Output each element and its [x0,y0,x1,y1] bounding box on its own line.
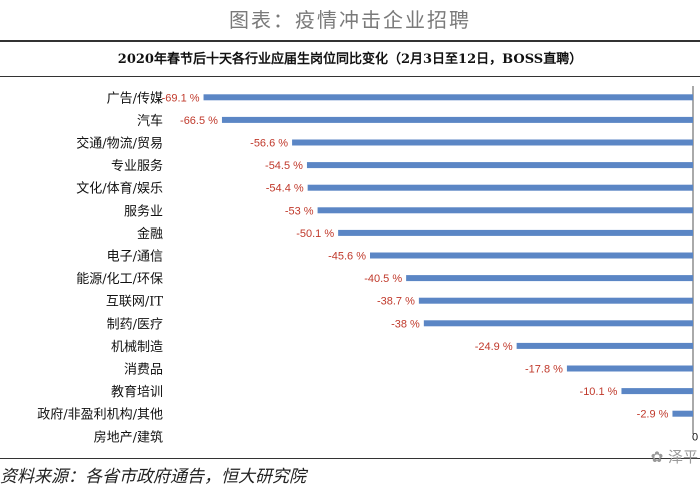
data-label: -56.6 % [250,138,288,150]
bar [418,297,693,304]
bar [306,162,693,169]
wechat-icon: ✿ [650,448,664,466]
bar [221,116,694,123]
bar [406,275,693,282]
bar [307,184,693,191]
bar [621,388,693,395]
bar [317,207,693,214]
bar [566,365,693,372]
bottom-divider [0,458,700,459]
data-label: -2.9 % [637,409,669,421]
bar [203,94,693,101]
data-label: -45.6 % [328,251,366,263]
category-label: 广告/传媒 [107,91,163,106]
watermark-text: 泽平 [667,448,698,466]
data-label: -38 % [391,318,420,330]
category-label: 制药/医疗 [107,317,163,332]
data-label: -66.5 % [180,115,218,127]
bar [338,229,693,236]
bar [423,320,693,327]
top-divider [0,40,700,42]
bar [516,342,693,349]
title-divider [0,76,700,77]
watermark: ✿ 泽平 [651,446,698,467]
category-label: 教育培训 [111,384,163,400]
category-label: 机械制造 [111,340,163,355]
category-label: 电子/通信 [107,250,163,265]
bar [370,252,693,259]
category-label: 专业服务 [111,158,163,174]
data-label: -17.8 % [525,364,563,376]
data-label: -53 % [285,205,314,217]
category-label: 金融 [137,226,163,242]
category-label: 汽车 [137,113,163,129]
bar [292,139,693,146]
category-label: 房地产/建筑 [94,429,163,445]
data-label: 0 [692,431,698,443]
data-label: -54.4 % [266,183,304,195]
category-label: 消费品 [124,363,163,378]
bar [672,410,693,417]
data-label: -54.5 % [265,160,303,172]
data-label: -50.1 % [296,228,334,240]
category-label: 文化/体育/娱乐 [76,181,163,197]
category-label: 政府/非盈利机构/其他 [37,408,163,423]
page-title: 图表：疫情冲击企业招聘 [229,8,471,32]
data-label: -40.5 % [364,273,402,285]
data-label: -38.7 % [377,296,415,308]
data-label: -10.1 % [580,386,618,398]
category-label: 交通/物流/贸易 [76,136,163,152]
category-label: 能源/化工/环保 [76,272,163,287]
data-label: -69.1 % [162,92,200,104]
bar-chart: 广告/传媒-69.1 % 汽车 -66.5 % 交通/物流/贸易 -56.6 % 专业服务… [37,86,698,445]
category-label: 互联网/IT [106,295,164,310]
category-label: 服务业 [124,203,163,219]
chart-title: 2020年春节后十天各行业应届生岗位同比变化（2月3日至12日，BOSS直聘） [117,52,583,67]
source-note: 资料来源：各省市政府通告，恒大研究院 [0,467,306,487]
data-label: -24.9 % [475,341,513,353]
